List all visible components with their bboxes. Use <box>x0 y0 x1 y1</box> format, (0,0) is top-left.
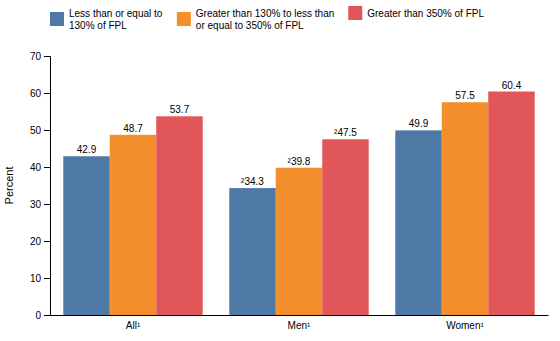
x-tick: All¹ <box>126 315 141 331</box>
bar <box>488 92 534 315</box>
axis-line <box>51 315 549 316</box>
y-axis-title: Percent <box>3 167 15 205</box>
tick-mark <box>44 278 50 279</box>
y-tick: 10 <box>30 273 50 284</box>
data-label: ²34.3 <box>241 176 264 187</box>
bar <box>395 130 441 315</box>
data-label: 48.7 <box>123 123 143 134</box>
chart-svg: 42.9 ²34.3 49.9 48.7 ²39.8 57.5 53.7 ²47.5 60.4 0… <box>0 0 560 341</box>
tick-label: 70 <box>30 51 42 62</box>
legend-label-line: Greater than 130% to less than <box>196 8 334 19</box>
legend-swatch <box>348 6 362 20</box>
data-label: ²39.8 <box>288 156 311 167</box>
data-label: 57.5 <box>455 90 475 101</box>
legend-label-line: 130% of FPL <box>69 20 127 31</box>
bar <box>63 156 109 315</box>
y-tick: 70 <box>30 51 50 62</box>
tick-mark <box>44 315 50 316</box>
tick-mark <box>44 167 50 168</box>
tick-label: 50 <box>30 125 42 136</box>
bar <box>322 139 368 315</box>
data-label: 42.9 <box>77 144 97 155</box>
tick-label: 0 <box>35 310 41 321</box>
legend-label: Greater than 130% to less thanor equal t… <box>196 8 334 31</box>
chart-container: 42.9 ²34.3 49.9 48.7 ²39.8 57.5 53.7 ²47.5 60.4 0… <box>0 0 560 341</box>
data-label: 60.4 <box>502 80 522 91</box>
legend-label-line: or equal to 350% of FPL <box>196 20 304 31</box>
tick-mark <box>44 93 50 94</box>
legend-swatch <box>177 12 191 26</box>
y-tick: 60 <box>30 88 50 99</box>
data-label: ²47.5 <box>334 127 357 138</box>
legend-label-line: Less than or equal to <box>69 8 163 19</box>
bar-series <box>110 102 488 315</box>
legend-item: Less than or equal to130% of FPL <box>50 8 163 31</box>
tick-label: All¹ <box>126 320 141 331</box>
legend-item: Greater than 130% to less thanor equal t… <box>177 8 334 31</box>
y-tick: 40 <box>30 162 50 173</box>
tick-label: 30 <box>30 199 42 210</box>
x-tick: Women¹ <box>446 315 484 331</box>
axis-line <box>44 57 51 316</box>
y-axis: 0 10 20 30 40 50 60 70 <box>30 51 51 321</box>
tick-label: 10 <box>30 273 42 284</box>
y-tick: 0 <box>35 310 50 321</box>
bar-series <box>156 92 534 315</box>
x-axis: All¹ Men¹ Women¹ <box>51 315 549 331</box>
legend-label-line: Greater than 350% of FPL <box>367 8 484 19</box>
legend: Less than or equal to130% of FPL Greater … <box>50 6 484 31</box>
legend-swatch <box>50 12 64 26</box>
tick-mark <box>44 204 50 205</box>
bars <box>63 92 534 315</box>
legend-label: Less than or equal to130% of FPL <box>69 8 163 31</box>
tick-label: Women¹ <box>446 320 484 331</box>
bar <box>156 116 202 315</box>
bar <box>442 102 488 315</box>
tick-label: 40 <box>30 162 42 173</box>
tick-mark <box>44 241 50 242</box>
y-tick: 50 <box>30 125 50 136</box>
data-label: 49.9 <box>409 118 429 129</box>
tick-mark <box>44 130 50 131</box>
bar <box>110 135 156 315</box>
y-tick: 30 <box>30 199 50 210</box>
tick-label: Men¹ <box>288 320 311 331</box>
data-label: 53.7 <box>170 104 190 115</box>
bar-series <box>63 130 441 315</box>
x-tick: Men¹ <box>288 315 311 331</box>
bar <box>276 168 322 315</box>
data-labels: 42.9 ²34.3 49.9 48.7 ²39.8 57.5 53.7 ²47.5 60.4 <box>77 80 522 188</box>
legend-item: Greater than 350% of FPL <box>348 6 484 20</box>
tick-label: 20 <box>30 236 42 247</box>
tick-mark <box>44 56 50 57</box>
tick-label: 60 <box>30 88 42 99</box>
y-tick: 20 <box>30 236 50 247</box>
bar <box>229 188 275 315</box>
plot-area: 42.9 ²34.3 49.9 48.7 ²39.8 57.5 53.7 ²47.5 60.4 0… <box>30 51 549 331</box>
legend-label: Greater than 350% of FPL <box>367 8 484 19</box>
